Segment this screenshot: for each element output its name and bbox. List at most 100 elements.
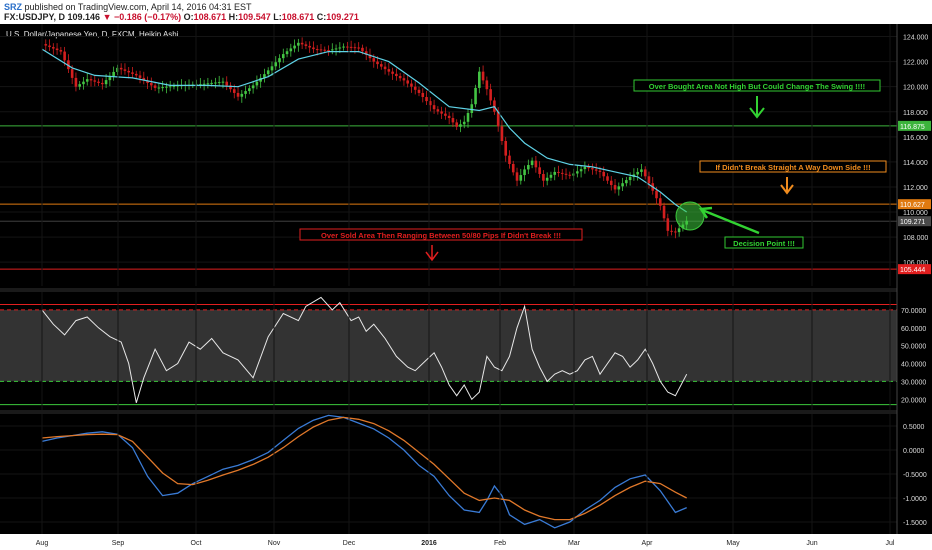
rsi-pane[interactable]: 70.0000 60.0000 50.0000 40.0000 30.0000 20.00… [0,296,926,406]
oversold-note: Over Sold Area Then Ranging Between 50/8… [321,231,561,240]
time-tick-label: Nov [268,540,281,547]
candle-body [266,70,270,75]
rsi-tick-label: 50.0000 [901,344,926,351]
candle-body [285,51,289,55]
candle-body [319,49,323,51]
decision-pointer-arrow [698,206,760,235]
moving-average-line [41,48,688,213]
candle-body [236,92,240,97]
candle-body [263,74,266,78]
candle-body [134,73,138,76]
candle-body [116,67,119,72]
candle-body [146,80,149,83]
candle-body [300,42,304,45]
candle-body [432,105,436,110]
price-change: −0.186 (−0.17%) [114,12,182,22]
candle-body [221,81,225,83]
green-down-arrow [749,96,765,119]
red-down-arrow [425,245,439,262]
candle-body [361,47,364,52]
publish-info: published on TradingView.com, April 14, … [24,2,252,12]
candle-body [297,42,300,46]
candle-body [576,171,579,174]
down-arrow-icon: ▼ [102,12,112,22]
candle-body [150,82,153,86]
time-tick-label: Sep [112,540,125,547]
author-name[interactable]: SRZ [4,2,22,12]
candle-body [395,73,398,77]
price-tick-label: 124.000 [903,35,928,42]
candle-body [594,169,598,171]
macd-tick-label: 0.0000 [903,448,925,455]
candle-body [55,48,59,51]
macd-pane[interactable]: 0.5000 0.0000 -0.5000 -1.0000 -1.5000 [0,414,927,529]
candle-body [496,111,500,127]
candle-body [447,115,451,119]
decision-note: Decision Point !!! [733,239,795,248]
price-tick-label: 114.000 [903,160,928,167]
candle-body [489,89,492,101]
candle-body [640,169,643,172]
publish-header: SRZ published on TradingView.com, April … [0,0,932,24]
candle-body [199,84,202,86]
candle-body [349,46,353,48]
candle-body [229,85,232,90]
last-price: 109.146 [67,12,101,22]
candle-body [119,67,123,70]
rsi-tick-label: 30.0000 [901,379,926,386]
candle-body [655,190,658,199]
candle-body [444,113,447,116]
candle-body [560,172,564,174]
time-axis[interactable]: Aug Sep Oct Nov Dec 2016 Feb Mar Apr May Jun Jul [0,24,932,550]
candle-body [97,81,100,83]
time-axis-bg [0,534,932,550]
candle-body [232,89,236,93]
candle-body [429,101,432,106]
price-tick-label: 122.000 [903,60,928,67]
chart-canvas[interactable]: U.S. Dollar/Japanese Yen, D, FXCM, Heiki… [0,24,932,550]
candle-body [459,124,462,127]
candle-body [606,176,609,181]
candle-body [406,80,409,84]
candle-body [376,61,379,65]
candle-body [323,49,327,51]
time-tick-label: 2016 [421,540,437,547]
symbol-label: FX:USDJPY, D [4,12,66,22]
decision-point-circle [675,201,705,231]
candle-body [85,79,89,82]
candle-body [398,76,402,79]
candle-body [538,167,541,175]
price-pane[interactable]: U.S. Dollar/Japanese Yen, D, FXCM, Heiki… [0,30,931,275]
candle-body [383,66,387,70]
orange-down-arrow [780,177,794,195]
decision-note-box [724,236,804,249]
candle-body [417,89,421,93]
candle-body [225,81,229,86]
candle-body [101,82,104,85]
close-label: C: [316,12,327,22]
candle-body [380,64,383,67]
price-level-tag [898,216,931,227]
candle-body [617,186,621,190]
open-value: 108.671 [193,12,227,22]
candle-body [59,50,63,52]
candle-body [74,77,78,87]
candle-body [485,80,489,90]
candle-body [108,76,112,81]
rsi-band [0,309,897,382]
price-level-tag [898,199,931,210]
candle-body [255,81,259,86]
candle-body [78,84,81,87]
candle-body [677,228,681,233]
candle-body [251,85,255,89]
candle-body [206,83,210,85]
candle-body [364,51,368,55]
candle-body [421,92,425,98]
candle-body [647,176,651,184]
candle-body [451,118,455,123]
candle-body [534,160,538,168]
candle-body [515,172,519,181]
candle-body [542,174,545,181]
candle-body [210,82,213,84]
candle-body [440,111,443,114]
